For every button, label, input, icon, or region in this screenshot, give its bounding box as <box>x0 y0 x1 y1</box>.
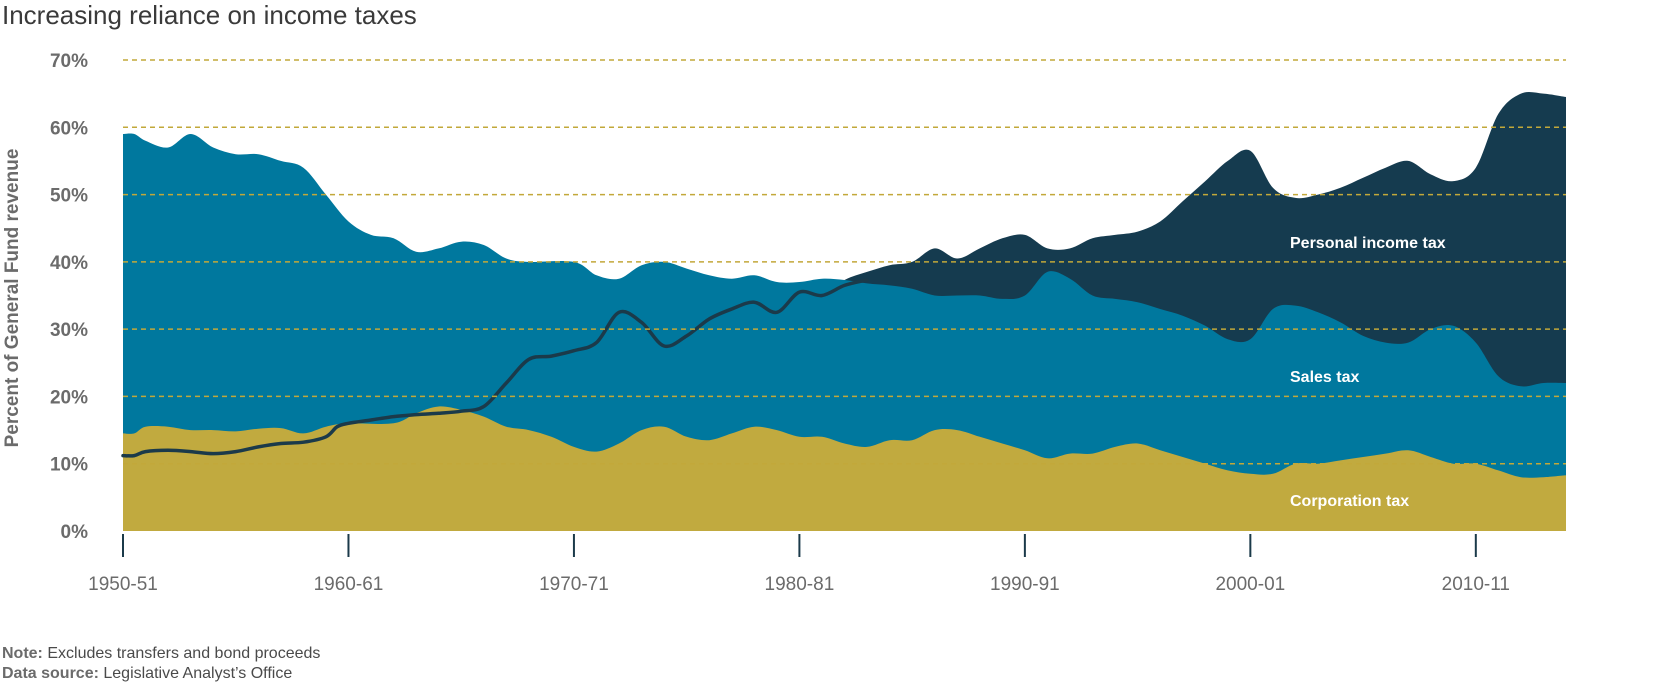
source-text: Legislative Analyst’s Office <box>103 665 293 682</box>
source-line: Data source: Legislative Analyst’s Offic… <box>2 664 320 684</box>
gridlines <box>123 59 1566 465</box>
y-tick-label: 0% <box>61 522 89 543</box>
x-tick-label: 1970-71 <box>539 574 609 595</box>
area-chart: 0%10%20%30%40%50%60%70% 1950-51 1960-61 19… <box>2 51 1566 595</box>
x-tick-label: 1960-61 <box>314 574 384 595</box>
series-label-personal-income: Personal income tax <box>1290 235 1446 252</box>
y-tick-label: 70% <box>50 51 88 72</box>
y-tick-label: 30% <box>50 320 88 341</box>
y-tick-label: 20% <box>50 387 88 408</box>
line-series <box>121 278 869 458</box>
y-tick-label: 50% <box>50 186 88 207</box>
area-corporation-tax <box>123 406 1566 531</box>
y-tick-label: 40% <box>50 253 88 274</box>
chart-notes: Note: Excludes transfers and bond procee… <box>2 644 320 684</box>
y-axis-ticks: 0% 10% 20% 30% 40% 50% 60% 70% <box>50 51 88 543</box>
y-axis-label: Percent of General Fund revenue <box>2 149 23 448</box>
y-tick-label: 10% <box>50 455 88 476</box>
x-tick-label: 2000-01 <box>1215 574 1285 595</box>
x-tick-label: 1990-91 <box>990 574 1060 595</box>
source-label: Data source: <box>2 665 99 682</box>
series-label-sales: Sales tax <box>1290 369 1359 386</box>
line-personal-income-tax <box>121 278 869 458</box>
note-text: Excludes transfers and bond proceeds <box>47 645 321 662</box>
x-axis-ticks: 1950-51 1960-61 1970-71 1980-81 1990-91 2000-… <box>88 534 1510 595</box>
note-line: Note: Excludes transfers and bond procee… <box>2 644 320 664</box>
note-label: Note: <box>2 645 43 662</box>
series-label-corporation: Corporation tax <box>1290 493 1409 510</box>
chart-title: Increasing reliance on income taxes <box>2 0 417 30</box>
x-tick-label: 1980-81 <box>765 574 835 595</box>
x-tick-label: 2010-11 <box>1442 574 1510 595</box>
area-series <box>123 92 1566 531</box>
x-tick-label: 1950-51 <box>88 574 158 595</box>
y-tick-label: 60% <box>50 118 88 139</box>
